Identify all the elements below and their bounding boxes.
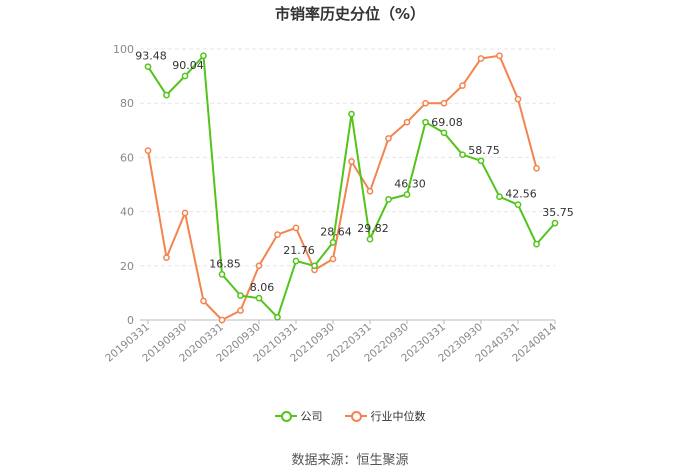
data-point — [440, 129, 448, 137]
data-point — [348, 158, 355, 165]
legend-marker — [274, 410, 297, 422]
data-point — [477, 55, 485, 62]
data-label: 8.06 — [250, 281, 275, 294]
data-label: 93.48 — [135, 50, 167, 63]
data-point — [533, 240, 540, 248]
data-label: 42.56 — [505, 188, 537, 201]
data-point — [366, 235, 374, 243]
data-point — [422, 99, 429, 107]
chart-title: 市销率历史分位（%） — [274, 5, 426, 23]
data-label: 28.64 — [320, 225, 352, 238]
data-point — [440, 99, 448, 107]
data-point — [459, 151, 466, 159]
data-point — [311, 262, 318, 270]
y-tick-label: 80 — [120, 97, 134, 110]
data-label: 21.76 — [283, 244, 315, 257]
data-label: 46.30 — [394, 178, 426, 191]
y-tick-label: 20 — [120, 260, 134, 273]
data-point — [403, 191, 411, 198]
data-point — [514, 95, 522, 103]
data-label: 58.75 — [468, 144, 500, 157]
series-line-0 — [147, 54, 556, 319]
data-point — [163, 254, 170, 262]
data-point — [200, 297, 207, 305]
data-point — [292, 257, 300, 265]
data-point — [237, 307, 244, 314]
data-point — [274, 313, 281, 321]
data-point — [181, 72, 189, 80]
data-point — [181, 209, 189, 217]
legend-item-0[interactable]: 公司 — [274, 408, 323, 424]
legend-marker — [344, 410, 367, 422]
data-point — [459, 82, 466, 89]
data-point — [551, 219, 559, 227]
data-point — [163, 91, 170, 99]
source-note: 数据来源：恒生聚源 — [291, 453, 409, 468]
data-point — [496, 52, 503, 60]
legend-label: 公司 — [300, 410, 323, 423]
data-point — [329, 255, 337, 263]
y-tick-label: 100 — [113, 43, 134, 56]
series-line-1 — [147, 54, 538, 321]
y-tick-label: 40 — [120, 206, 134, 219]
data-point — [255, 294, 263, 302]
y-tick-label: 0 — [127, 314, 134, 327]
data-point — [329, 239, 337, 246]
data-point — [255, 262, 263, 270]
data-point — [200, 52, 207, 60]
data-label: 29.82 — [357, 222, 389, 235]
data-label: 69.08 — [431, 116, 463, 129]
data-label: 35.75 — [542, 206, 574, 219]
data-label: 16.85 — [209, 257, 241, 270]
data-point — [385, 135, 392, 142]
data-point — [366, 187, 374, 195]
data-point — [218, 270, 226, 278]
data-point — [496, 193, 503, 201]
data-point — [348, 110, 355, 118]
legend: 公司 行业中位数 — [0, 408, 700, 424]
data-point — [477, 157, 485, 165]
data-point — [403, 118, 411, 126]
data-point — [274, 231, 281, 238]
data-point — [218, 316, 226, 324]
data-point — [422, 118, 429, 126]
data-point — [144, 147, 152, 154]
y-tick-label: 60 — [120, 151, 134, 164]
legend-label: 行业中位数 — [370, 410, 426, 423]
legend-item-1[interactable]: 行业中位数 — [344, 408, 426, 424]
data-point — [385, 196, 392, 203]
data-point — [292, 224, 300, 232]
data-point — [533, 164, 540, 172]
data-point — [514, 201, 522, 209]
data-label: 90.04 — [172, 59, 204, 72]
data-point — [237, 292, 244, 299]
data-point — [144, 63, 152, 71]
